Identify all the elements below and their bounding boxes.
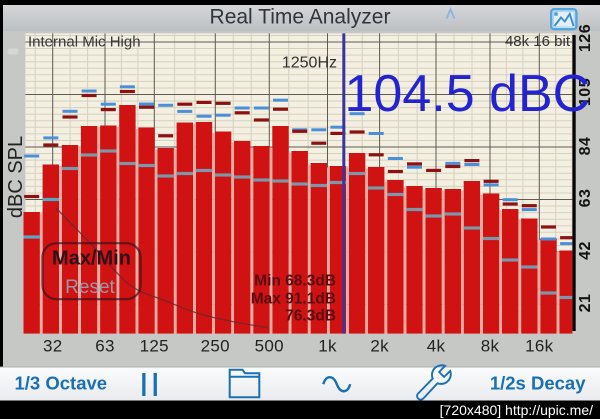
svg-text:Max 91.1dB: Max 91.1dB — [251, 291, 336, 308]
svg-text:63: 63 — [95, 336, 115, 355]
svg-text:1/2s Decay: 1/2s Decay — [490, 373, 586, 394]
svg-text:Reset: Reset — [65, 277, 115, 298]
svg-text:Max/Min: Max/Min — [52, 248, 131, 270]
svg-text:63: 63 — [577, 189, 594, 208]
svg-text:4k: 4k — [427, 336, 446, 355]
svg-text:76.3dB: 76.3dB — [285, 308, 336, 325]
svg-text:84: 84 — [577, 137, 594, 156]
svg-text:[720x480] http://upic.me/: [720x480] http://upic.me/ — [440, 402, 593, 418]
svg-text:500: 500 — [255, 336, 284, 355]
svg-text:1250Hz: 1250Hz — [282, 54, 337, 71]
svg-text:Real Time Analyzer: Real Time Analyzer — [210, 6, 391, 29]
svg-text:32: 32 — [43, 336, 63, 355]
svg-text:48k 16 bit: 48k 16 bit — [505, 33, 571, 50]
svg-text:42: 42 — [577, 241, 594, 260]
svg-text:125: 125 — [140, 336, 169, 355]
svg-text:104.5 dBC: 104.5 dBC — [345, 65, 591, 123]
svg-text:1k: 1k — [318, 336, 337, 355]
svg-text:Min 68.3dB: Min 68.3dB — [254, 273, 336, 290]
svg-text:21: 21 — [577, 294, 594, 313]
svg-text:2k: 2k — [370, 336, 389, 355]
svg-text:1/3 Octave: 1/3 Octave — [15, 373, 108, 394]
svg-text:8k: 8k — [481, 336, 500, 355]
svg-text:Internal Mic High: Internal Mic High — [28, 34, 141, 51]
svg-text:105: 105 — [577, 78, 594, 106]
svg-text:250: 250 — [201, 336, 230, 355]
svg-text:126: 126 — [577, 24, 594, 52]
svg-text:dBC SPL: dBC SPL — [5, 136, 27, 218]
svg-text:16k: 16k — [525, 336, 554, 355]
